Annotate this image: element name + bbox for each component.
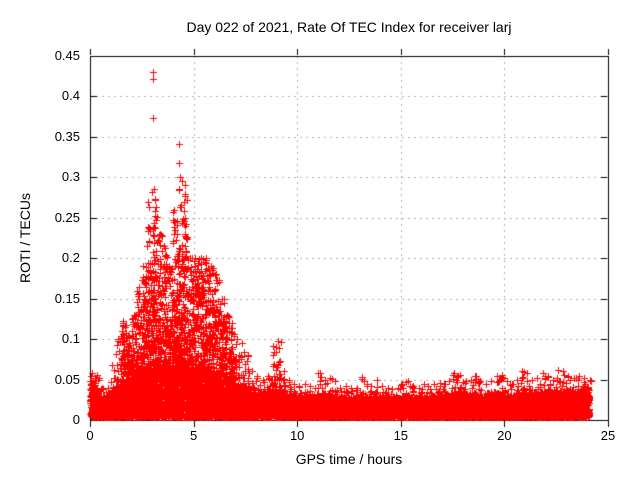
- x-axis-label: GPS time / hours: [295, 451, 403, 467]
- y-tick-label: 0.2: [61, 250, 80, 266]
- x-tick-label: 25: [600, 428, 616, 443]
- y-tick-label: 0.45: [54, 48, 80, 63]
- y-tick-label: 0.05: [54, 371, 80, 387]
- y-tick-label: 0: [72, 412, 80, 427]
- x-tick-label: 0: [86, 428, 94, 443]
- chart-title: Day 022 of 2021, Rate Of TEC Index for r…: [186, 19, 512, 35]
- y-tick-label: 0.25: [54, 209, 80, 225]
- y-tick-label: 0.35: [54, 128, 80, 144]
- y-tick-label: 0.1: [61, 331, 80, 347]
- y-tick-label: 0.3: [61, 169, 80, 185]
- x-tick-label: 10: [289, 428, 305, 443]
- x-tick-label: 5: [189, 428, 198, 443]
- y-tick-label: 0.4: [61, 88, 80, 104]
- x-tick-label: 20: [497, 428, 512, 443]
- y-tick-label: 0.15: [54, 290, 80, 306]
- x-tick-label: 15: [393, 428, 409, 443]
